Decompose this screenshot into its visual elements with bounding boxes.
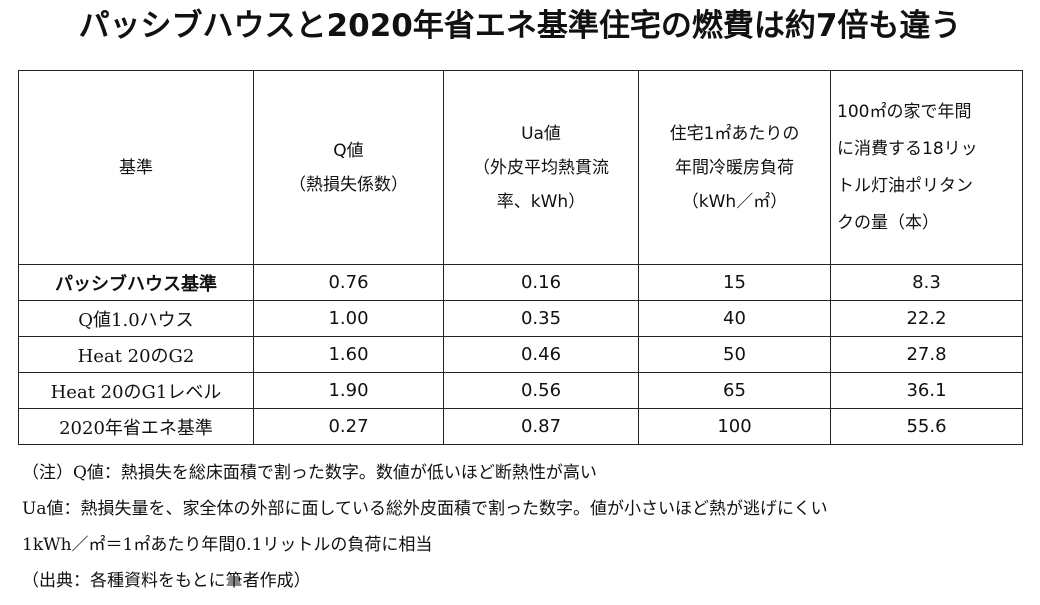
header-q-line: （熱損失係数） — [289, 174, 408, 195]
tanks-cell: 22.2 — [830, 300, 1023, 337]
header-ua-line: 率、kWh） — [496, 191, 586, 212]
note-q-value: （注）Q値：熱損失を総床面積で割った数字。数値が低いほど断熱性が高い — [22, 463, 597, 483]
header-tanks-line: クの量（本） — [837, 212, 939, 233]
tanks-cell: 27.8 — [830, 336, 1023, 373]
header-standard: 基準 — [18, 70, 254, 265]
header-load-line: （kWh／㎡） — [681, 191, 788, 212]
header-standard-line: 基準 — [119, 157, 153, 178]
header-ua-line: （外皮平均熱貫流 — [473, 157, 609, 178]
load-cell: 65 — [638, 372, 831, 409]
table-row: 2020年省エネ基準 0.27 0.87 100 55.6 — [18, 408, 1023, 445]
load-cell: 50 — [638, 336, 831, 373]
load-cell: 15 — [638, 264, 831, 301]
header-ua-value: Ua値 （外皮平均熱貫流 率、kWh） — [443, 70, 639, 265]
header-q-line: Q値 — [333, 140, 364, 161]
ua-value-cell: 0.35 — [443, 300, 639, 337]
ua-value-cell: 0.46 — [443, 336, 639, 373]
header-q-value: Q値 （熱損失係数） — [253, 70, 444, 265]
table-row: パッシブハウス基準 0.76 0.16 15 8.3 — [18, 264, 1023, 301]
ua-value-cell: 0.56 — [443, 372, 639, 409]
q-value-cell: 0.27 — [253, 408, 444, 445]
header-tanks-line: 100㎡の家で年間 — [837, 101, 972, 122]
ua-value-cell: 0.16 — [443, 264, 639, 301]
header-kerosene-tanks: 100㎡の家で年間 に消費する18リッ トル灯油ポリタン クの量（本） — [830, 70, 1023, 265]
header-load-line: 住宅1㎡あたりの — [669, 123, 800, 144]
ua-value-cell: 0.87 — [443, 408, 639, 445]
tanks-cell: 8.3 — [830, 264, 1023, 301]
tanks-cell: 36.1 — [830, 372, 1023, 409]
row-label: Q値1.0ハウス — [18, 300, 254, 337]
q-value-cell: 0.76 — [253, 264, 444, 301]
q-value-cell: 1.90 — [253, 372, 444, 409]
row-label: Heat 20のG1レベル — [18, 372, 254, 409]
note-ua-value: Ua値：熱損失量を、家全体の外部に面している総外皮面積で割った数字。値が小さいほ… — [22, 499, 828, 519]
row-label: Heat 20のG2 — [18, 336, 254, 373]
load-cell: 40 — [638, 300, 831, 337]
row-label: パッシブハウス基準 — [18, 264, 254, 301]
comparison-table: 基準 Q値 （熱損失係数） Ua値 （外皮平均熱貫流 率、kWh） 住宅1㎡あた… — [18, 70, 1023, 445]
header-annual-load: 住宅1㎡あたりの 年間冷暖房負荷 （kWh／㎡） — [638, 70, 831, 265]
row-label: 2020年省エネ基準 — [18, 408, 254, 445]
header-ua-line: Ua値 — [521, 123, 561, 144]
q-value-cell: 1.00 — [253, 300, 444, 337]
header-tanks-line: に消費する18リッ — [837, 138, 978, 159]
header-load-line: 年間冷暖房負荷 — [675, 157, 794, 178]
note-conversion: 1kWh／㎡＝1㎡あたり年間0.1リットルの負荷に相当 — [22, 535, 433, 555]
q-value-cell: 1.60 — [253, 336, 444, 373]
page-title: パッシブハウスと2020年省エネ基準住宅の燃費は約7倍も違う — [78, 8, 962, 44]
tanks-cell: 55.6 — [830, 408, 1023, 445]
table-row: Heat 20のG2 1.60 0.46 50 27.8 — [18, 336, 1023, 373]
load-cell: 100 — [638, 408, 831, 445]
table-header-row: 基準 Q値 （熱損失係数） Ua値 （外皮平均熱貫流 率、kWh） 住宅1㎡あた… — [18, 70, 1023, 265]
table-row: Heat 20のG1レベル 1.90 0.56 65 36.1 — [18, 372, 1023, 409]
footnotes: （注）Q値：熱損失を総床面積で割った数字。数値が低いほど断熱性が高い Ua値：熱… — [22, 455, 1022, 599]
header-tanks-line: トル灯油ポリタン — [837, 175, 973, 196]
note-source: （出典：各種資料をもとに筆者作成） — [22, 571, 311, 591]
table-row: Q値1.0ハウス 1.00 0.35 40 22.2 — [18, 300, 1023, 337]
